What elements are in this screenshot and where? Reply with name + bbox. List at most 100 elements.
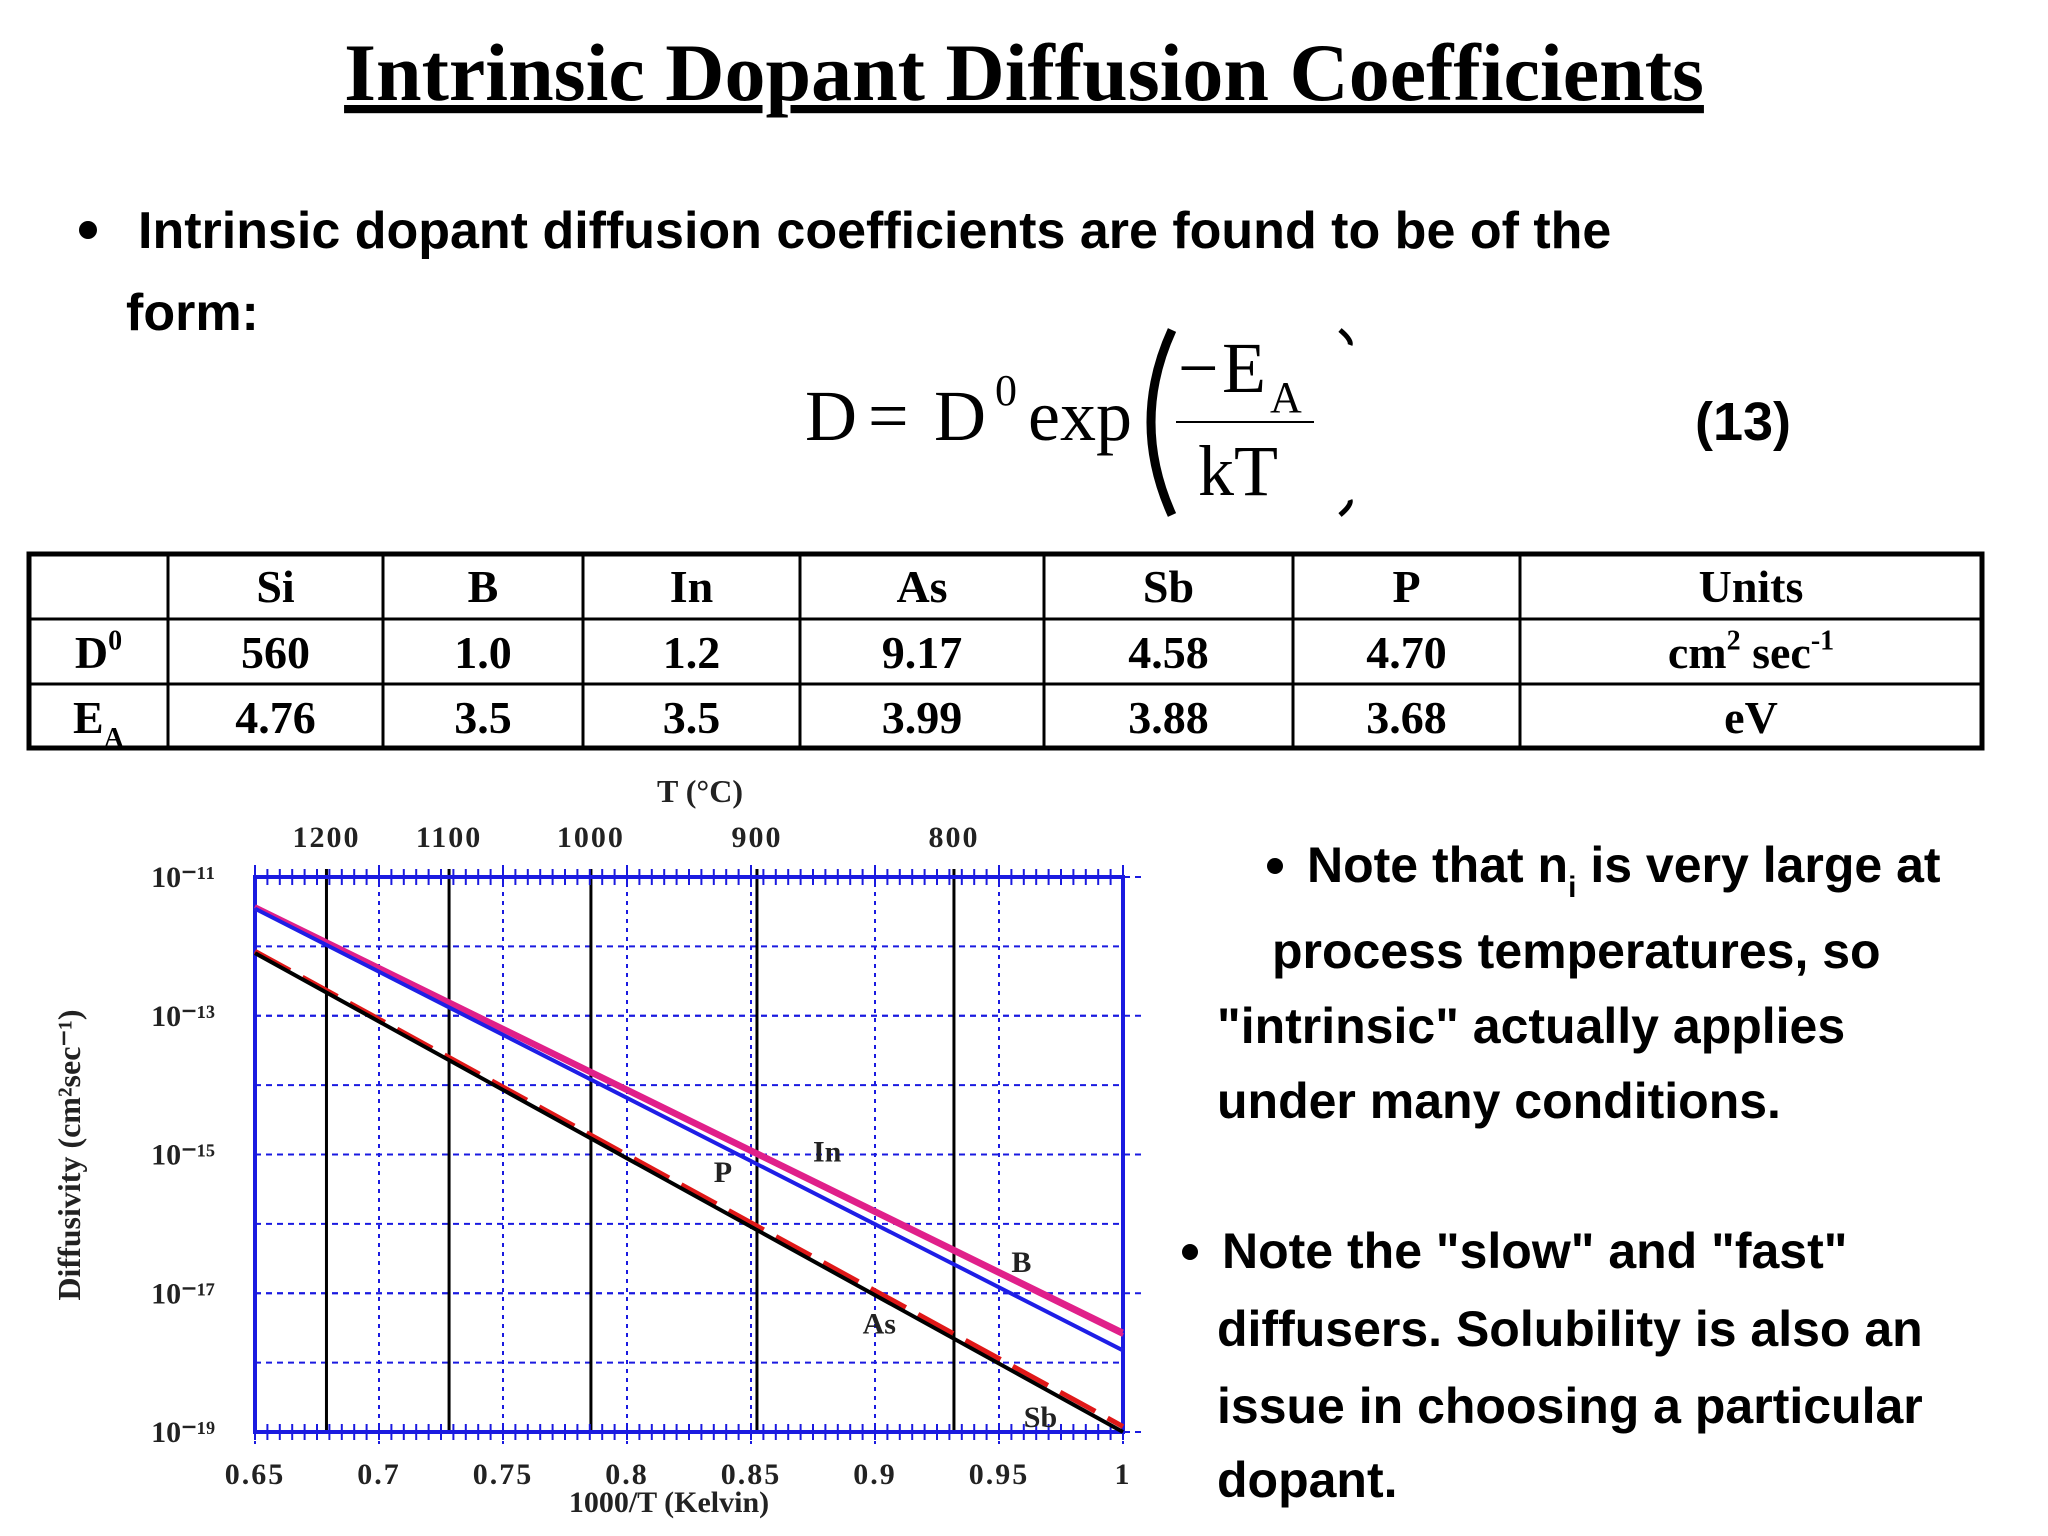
- series-line: [253, 949, 1125, 1429]
- note-text: under many conditions.: [1217, 1073, 1781, 1129]
- row-label: EA: [73, 692, 125, 754]
- text-part: eV: [1724, 692, 1778, 743]
- table-cell: 4.70: [1366, 627, 1447, 678]
- paren: [1146, 328, 1177, 517]
- slide-title: Intrinsic Dopant Diffusion Coefficients: [344, 27, 1704, 118]
- text-part: process temperatures, so: [1272, 923, 1881, 979]
- y-tick-label: 10⁻¹⁹: [151, 1416, 215, 1449]
- top-tick-label: 1000: [557, 821, 625, 854]
- table-header: P: [1392, 561, 1420, 612]
- eq-sup: 0: [995, 366, 1017, 415]
- eq-equals: =: [868, 376, 909, 456]
- bullet-dot: [1182, 1244, 1198, 1260]
- table-cell: 1.2: [663, 627, 721, 678]
- y-axis-label: Diffusivity (cm²sec⁻¹): [51, 1009, 87, 1300]
- series-label: In: [813, 1136, 842, 1169]
- y-tick-label: 10⁻¹⁵: [151, 1139, 215, 1172]
- series-line: [254, 906, 1124, 1353]
- note-text: Note that ni is very large at: [1307, 837, 1941, 904]
- eq-numerator: E: [1222, 328, 1266, 408]
- row-label: D0: [75, 626, 122, 678]
- series-label: Sb: [1024, 1401, 1057, 1434]
- script-text: i: [1568, 871, 1576, 904]
- bullet-text: Intrinsic dopant diffusion coefficients …: [138, 202, 1611, 260]
- table-header: Units: [1699, 561, 1804, 612]
- x-tick-label: 0.95: [969, 1458, 1030, 1491]
- note-text: process temperatures, so: [1272, 923, 1881, 979]
- note-text: diffusers. Solubility is also an: [1217, 1301, 1923, 1357]
- bullet-dot: [1267, 858, 1283, 874]
- text-part: cm: [1668, 627, 1727, 678]
- text-part: E: [73, 692, 104, 743]
- table-header: As: [896, 561, 947, 612]
- x-tick-label: 0.9: [853, 1458, 897, 1491]
- table-cell: 3.68: [1366, 692, 1447, 743]
- series-line: [254, 951, 1124, 1434]
- table-cell: 3.99: [882, 692, 963, 743]
- table-cell: 4.76: [235, 692, 316, 743]
- table-cell: 3.5: [454, 692, 512, 743]
- x-tick-label: 0.85: [721, 1458, 782, 1491]
- top-tick-label: 1200: [292, 821, 360, 854]
- table-header: Sb: [1143, 561, 1194, 612]
- note-text: dopant.: [1217, 1452, 1398, 1508]
- x-tick-label: 0.7: [357, 1458, 401, 1491]
- top-axis-label: T (°C): [657, 773, 743, 809]
- script-text: -1: [1811, 626, 1834, 657]
- table-header: B: [468, 561, 499, 612]
- eq-func: exp: [1028, 376, 1132, 456]
- eq-rhs: D: [934, 376, 986, 456]
- script-text: A: [104, 723, 125, 754]
- top-tick-label: 800: [928, 821, 979, 854]
- table-cell: 3.88: [1128, 692, 1209, 743]
- note-text: Note the "slow" and "fast": [1222, 1223, 1847, 1279]
- bullet-text: form:: [126, 284, 259, 342]
- table-border: [26, 551, 1985, 751]
- table-cell: 3.5: [663, 692, 721, 743]
- text-part: diffusers. Solubility is also an: [1217, 1301, 1923, 1357]
- top-tick-label: 900: [731, 821, 782, 854]
- series-line: [254, 904, 1124, 1334]
- top-tick-label: 1100: [416, 821, 482, 854]
- table-cell: 1.0: [454, 627, 512, 678]
- text-part: under many conditions.: [1217, 1073, 1781, 1129]
- unit-cell: eV: [1724, 692, 1778, 743]
- bullet-dot: [79, 221, 97, 239]
- text-part: Note the "slow" and "fast": [1222, 1223, 1847, 1279]
- eq-lhs: D: [805, 376, 857, 456]
- y-tick-label: 10⁻¹¹: [151, 861, 215, 894]
- series-line: [254, 906, 1124, 1337]
- note-text: issue in choosing a particular: [1217, 1378, 1923, 1434]
- table-cell: 560: [241, 627, 310, 678]
- x-axis-label: 1000/T (Kelvin): [569, 1486, 769, 1519]
- x-tick-label: 0.8: [605, 1458, 649, 1491]
- text-part: Note that n: [1307, 837, 1568, 893]
- unit-cell: cm2 sec-1: [1668, 626, 1834, 678]
- equation: D = D 0 exp − E A kT: [805, 328, 1353, 517]
- x-tick-label: 0.65: [225, 1458, 286, 1491]
- series-label: P: [714, 1156, 732, 1189]
- table: Si B In As Sb P Units D0 560 1.0 1.2 9.17 4.58 4.70 cm…: [26, 551, 1985, 754]
- table-header: In: [670, 561, 713, 612]
- text-part: "intrinsic" actually applies: [1217, 998, 1845, 1054]
- text-part: is very large at: [1576, 837, 1940, 893]
- text-part: issue in choosing a particular: [1217, 1378, 1923, 1434]
- script-text: 0: [108, 626, 122, 657]
- eq-minus: −: [1178, 328, 1219, 408]
- series-label: As: [863, 1307, 896, 1340]
- equation-number: (13): [1695, 392, 1791, 452]
- note-text: "intrinsic" actually applies: [1217, 998, 1845, 1054]
- x-tick-label: 0.75: [473, 1458, 534, 1491]
- eq-denominator: kT: [1198, 431, 1278, 511]
- table-cell: 9.17: [882, 627, 963, 678]
- table-cell: 4.58: [1128, 627, 1209, 678]
- eq-sub: A: [1270, 373, 1302, 422]
- script-text: 2: [1727, 626, 1741, 657]
- y-tick-label: 10⁻¹⁷: [151, 1277, 215, 1310]
- paren: [1338, 328, 1353, 517]
- x-tick-label: 1: [1115, 1458, 1132, 1491]
- text-part: sec: [1741, 627, 1811, 678]
- series-label: B: [1011, 1246, 1031, 1279]
